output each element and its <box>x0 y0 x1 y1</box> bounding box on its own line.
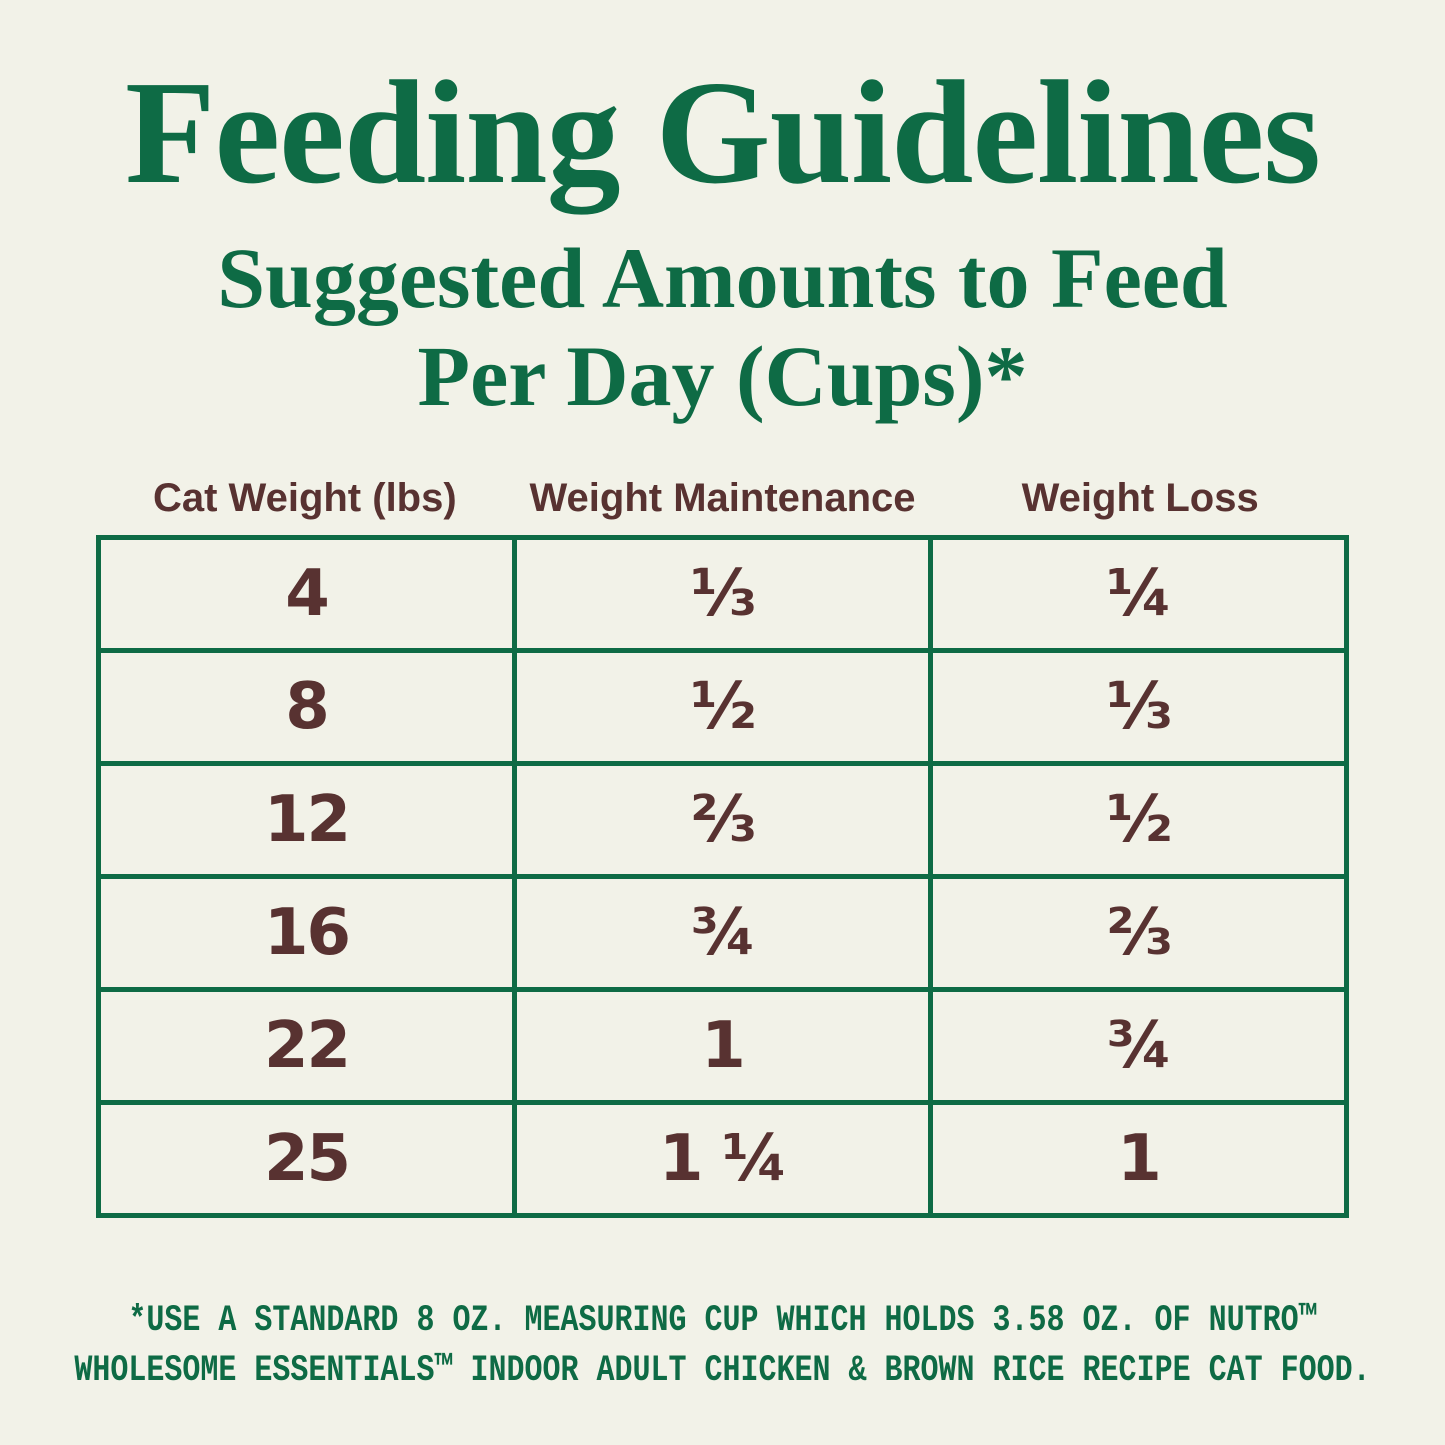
cell-cat-weight: 25 <box>96 1099 517 1218</box>
cell-weight-maintenance: ½ <box>512 647 933 766</box>
table-column-headers: Cat Weight (lbs) Weight Maintenance Weig… <box>96 475 1349 521</box>
table-row: 25 1 ¼ 1 <box>96 1099 1349 1218</box>
table-row: 4 ⅓ ¼ <box>96 534 1349 653</box>
cell-weight-loss: ⅔ <box>928 873 1349 992</box>
table-row: 22 1 ¾ <box>96 986 1349 1105</box>
subtitle-line-1: Suggested Amounts to Feed <box>217 229 1228 326</box>
feeding-table: 4 ⅓ ¼ 8 ½ ⅓ 12 ⅔ ½ 16 ¾ ⅔ 22 1 ¾ <box>96 534 1349 1218</box>
table-row: 12 ⅔ ½ <box>96 760 1349 879</box>
page-title: Feeding Guidelines <box>125 51 1321 215</box>
column-header-weight-maintenance: Weight Maintenance <box>529 475 916 520</box>
cell-weight-maintenance: ⅔ <box>512 760 933 879</box>
cell-weight-loss: ½ <box>928 760 1349 879</box>
cell-weight-loss: ¾ <box>928 986 1349 1105</box>
cell-weight-maintenance: 1 ¼ <box>512 1099 933 1218</box>
cell-cat-weight: 8 <box>96 647 517 766</box>
cell-cat-weight: 22 <box>96 986 517 1105</box>
footnote-line-1: *USE A STANDARD 8 OZ. MEASURING CUP WHIC… <box>128 1299 1317 1343</box>
cell-weight-loss: 1 <box>928 1099 1349 1218</box>
footnote-line-2: WHOLESOME ESSENTIALS™ INDOOR ADULT CHICK… <box>74 1349 1371 1393</box>
column-header-cat-weight: Cat Weight (lbs) <box>152 475 457 520</box>
footnote: *USE A STANDARD 8 OZ. MEASURING CUP WHIC… <box>0 1296 1445 1396</box>
cell-cat-weight: 16 <box>96 873 517 992</box>
cell-weight-maintenance: 1 <box>512 986 933 1105</box>
cell-weight-loss: ⅓ <box>928 647 1349 766</box>
cell-weight-loss: ¼ <box>928 534 1349 653</box>
cell-weight-maintenance: ⅓ <box>512 534 933 653</box>
table-row: 16 ¾ ⅔ <box>96 873 1349 992</box>
table-row: 8 ½ ⅓ <box>96 647 1349 766</box>
subtitle-line-2: Per Day (Cups)* <box>417 327 1028 424</box>
column-header-weight-loss: Weight Loss <box>1021 475 1259 520</box>
page-subtitle: Suggested Amounts to Feed Per Day (Cups)… <box>0 229 1445 425</box>
cell-cat-weight: 12 <box>96 760 517 879</box>
feeding-table-body: 4 ⅓ ¼ 8 ½ ⅓ 12 ⅔ ½ 16 ¾ ⅔ 22 1 ¾ <box>96 534 1349 1218</box>
cell-cat-weight: 4 <box>96 534 517 653</box>
cell-weight-maintenance: ¾ <box>512 873 933 992</box>
